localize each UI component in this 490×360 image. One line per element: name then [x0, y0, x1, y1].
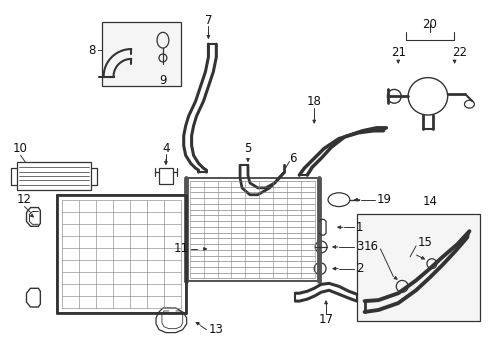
Text: 9: 9: [159, 74, 167, 87]
Bar: [186, 178, 319, 282]
Bar: [57, 195, 186, 313]
Text: 16: 16: [364, 240, 378, 253]
Text: 22: 22: [452, 45, 467, 59]
Text: 11: 11: [173, 242, 189, 255]
Text: 7: 7: [205, 14, 212, 27]
Text: 3: 3: [356, 240, 363, 253]
Text: 4: 4: [162, 142, 170, 155]
Text: 1: 1: [356, 221, 363, 234]
Text: 21: 21: [391, 45, 406, 59]
Text: 20: 20: [422, 18, 437, 31]
Text: 13: 13: [208, 323, 223, 336]
Bar: [101, 22, 181, 86]
Text: 6: 6: [290, 152, 297, 165]
Text: 19: 19: [376, 193, 392, 206]
Bar: [17, 162, 91, 190]
Text: 8: 8: [88, 44, 96, 57]
Text: 18: 18: [307, 95, 321, 108]
Text: 17: 17: [318, 313, 334, 326]
Text: 10: 10: [13, 142, 28, 155]
Text: 15: 15: [418, 235, 433, 248]
Bar: [159, 168, 173, 184]
Bar: [357, 215, 480, 321]
Text: 12: 12: [17, 193, 32, 206]
Text: 5: 5: [245, 142, 252, 155]
Text: 14: 14: [422, 194, 438, 208]
Text: 2: 2: [356, 262, 363, 275]
